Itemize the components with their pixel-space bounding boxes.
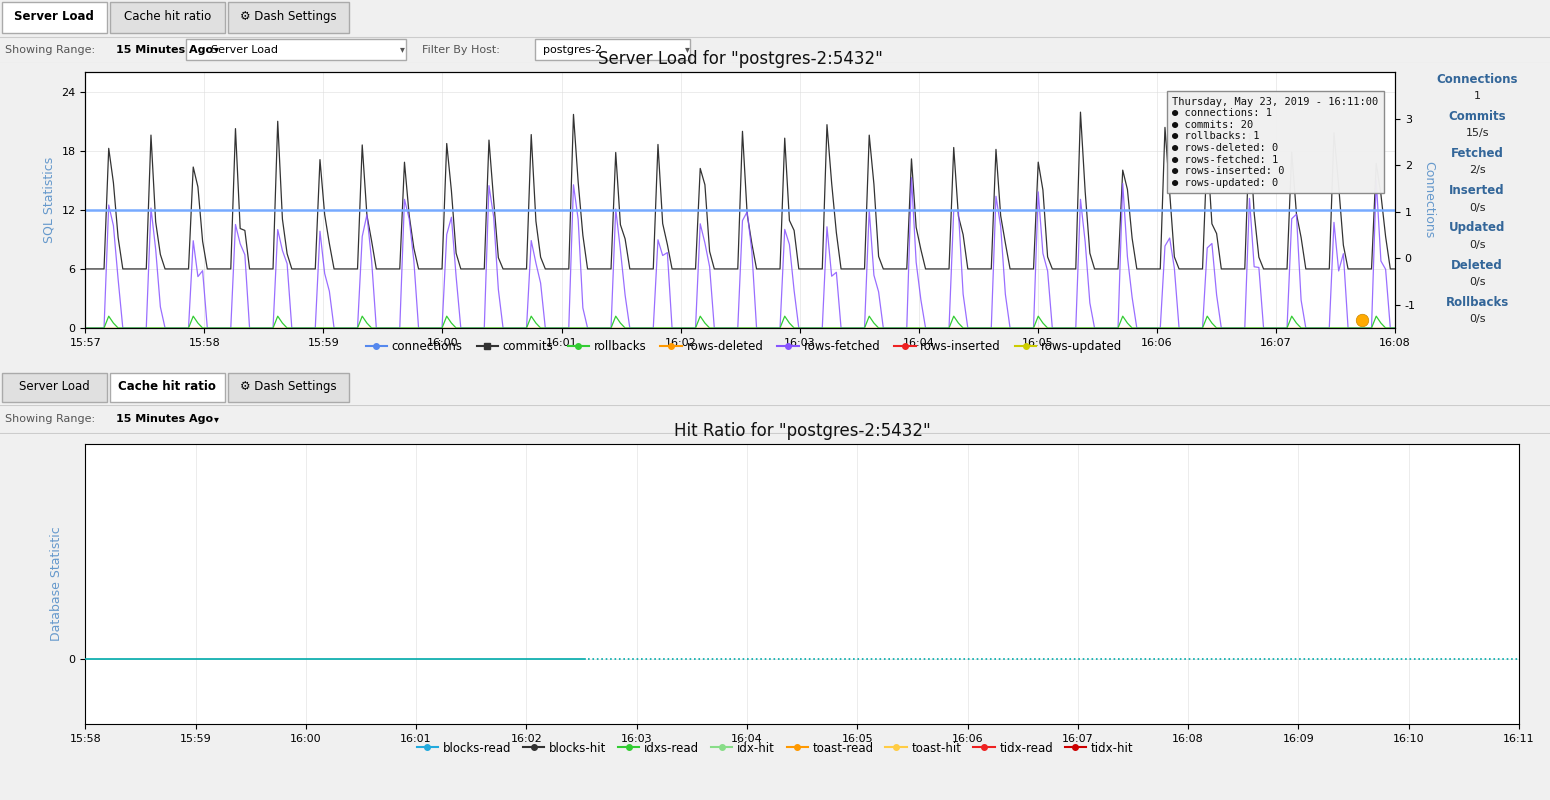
Text: Filter By Host:: Filter By Host: [422, 45, 499, 54]
Y-axis label: Database Statistic: Database Statistic [50, 526, 64, 642]
Text: ▾: ▾ [685, 45, 690, 54]
Text: Deleted: Deleted [1451, 258, 1504, 272]
Bar [110, 373, 225, 402]
Text: Showing Range:: Showing Range: [5, 45, 95, 54]
Bar [110, 2, 225, 34]
Text: ⚙ Dash Settings: ⚙ Dash Settings [240, 10, 336, 23]
Text: 15 Minutes Ago: 15 Minutes Ago [116, 414, 214, 424]
Text: Server Load: Server Load [14, 10, 95, 23]
Text: ▾: ▾ [214, 414, 219, 424]
Text: Connections: Connections [1437, 73, 1517, 86]
Bar [186, 39, 406, 60]
Text: 0/s: 0/s [1469, 277, 1485, 287]
Text: 1: 1 [1474, 91, 1480, 101]
Text: 0/s: 0/s [1469, 202, 1485, 213]
Text: 2/s: 2/s [1469, 166, 1485, 175]
Y-axis label: Connections: Connections [1423, 162, 1435, 238]
Text: Cache hit ratio: Cache hit ratio [118, 380, 217, 393]
Text: ⚙ Dash Settings: ⚙ Dash Settings [240, 380, 336, 393]
Text: 0/s: 0/s [1469, 314, 1485, 324]
Text: Commits: Commits [1448, 110, 1507, 123]
Text: ▾: ▾ [214, 45, 219, 54]
Legend: connections, commits, rollbacks, rows-deleted, rows-fetched, rows-inserted, rows: connections, commits, rollbacks, rows-de… [361, 335, 1127, 358]
Text: Showing Range:: Showing Range: [5, 414, 95, 424]
Text: 15/s: 15/s [1465, 128, 1490, 138]
Text: Thursday, May 23, 2019 - 16:11:00
● connections: 1
● commits: 20
● rollbacks: 1
: Thursday, May 23, 2019 - 16:11:00 ● conn… [1172, 97, 1378, 188]
Text: postgres-2: postgres-2 [542, 45, 601, 54]
Bar [2, 2, 107, 34]
Title: Server Load for "postgres-2:5432": Server Load for "postgres-2:5432" [598, 50, 882, 68]
Bar [535, 39, 690, 60]
Text: 0/s: 0/s [1469, 240, 1485, 250]
Title: Hit Ratio for "postgres-2:5432": Hit Ratio for "postgres-2:5432" [674, 422, 930, 440]
Bar [228, 2, 349, 34]
Text: Cache hit ratio: Cache hit ratio [124, 10, 211, 23]
Y-axis label: SQL Statistics: SQL Statistics [43, 157, 56, 243]
Text: ▾: ▾ [400, 45, 405, 54]
Text: Rollbacks: Rollbacks [1446, 296, 1508, 309]
Text: Server Load: Server Load [19, 380, 90, 393]
Text: Updated: Updated [1449, 222, 1505, 234]
Text: Fetched: Fetched [1451, 147, 1504, 160]
Text: 15 Minutes Ago: 15 Minutes Ago [116, 45, 214, 54]
Bar [2, 373, 107, 402]
Bar [228, 373, 349, 402]
Text: Inserted: Inserted [1449, 184, 1505, 198]
Text: Server Load: Server Load [211, 45, 277, 54]
Legend: blocks-read, blocks-hit, idxs-read, idx-hit, toast-read, toast-hit, tidx-read, t: blocks-read, blocks-hit, idxs-read, idx-… [412, 737, 1138, 759]
